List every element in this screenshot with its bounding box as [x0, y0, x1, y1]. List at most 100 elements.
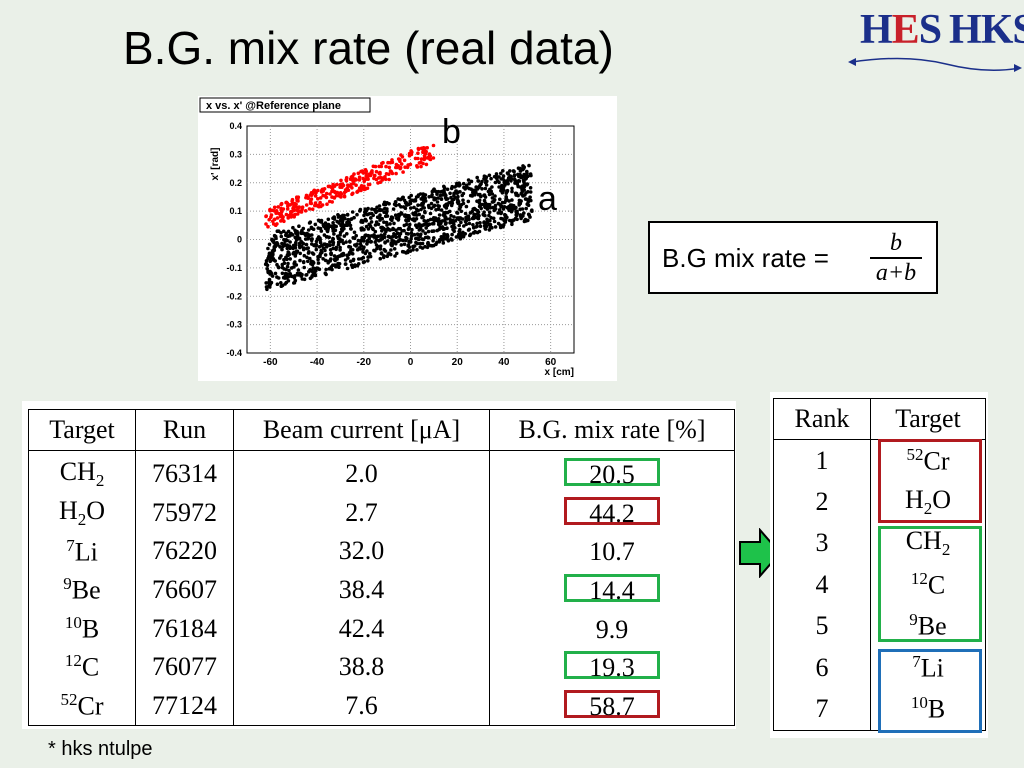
scatter-point [489, 176, 493, 181]
scatter-point [289, 266, 294, 270]
scatter-point [354, 233, 358, 238]
scatter-point [399, 243, 404, 247]
cell-target: 10B [28, 609, 136, 648]
scatter-point [267, 252, 272, 256]
scatter-point [356, 262, 361, 266]
scatter-point [442, 226, 447, 231]
scatter-point [393, 254, 397, 258]
scatter-point [507, 218, 512, 223]
scatter-point [297, 244, 302, 248]
scatter-point [387, 177, 391, 182]
scatter-point [370, 207, 374, 211]
scatter-point [449, 195, 453, 200]
scatter-point [408, 222, 412, 227]
fraction-bar [870, 257, 922, 259]
scatter-point [498, 197, 502, 202]
scatter-point [455, 198, 460, 202]
scatter-point [461, 198, 465, 202]
scatter-point [416, 203, 420, 207]
scatter-point [429, 194, 434, 199]
scatter-point [295, 231, 300, 235]
scatter-point [386, 226, 390, 231]
scatter-point [280, 247, 284, 252]
mix-rate-value: 20.5 [564, 458, 660, 489]
scatter-point [480, 202, 484, 207]
scatter-point [498, 203, 503, 207]
scatter-point [300, 277, 305, 281]
scatter-point [471, 226, 476, 230]
scatter-point [273, 271, 278, 276]
scatter-point [339, 227, 344, 231]
scatter-point [431, 217, 436, 222]
scatter-point [332, 215, 336, 220]
scatter-point [301, 260, 306, 264]
rank-group-green-box [878, 526, 982, 642]
scatter-point [288, 257, 292, 261]
scatter-point [392, 221, 396, 226]
scatter-point [498, 225, 503, 230]
scatter-point [293, 274, 297, 278]
col-header-run: Run [135, 409, 234, 451]
scatter-point [409, 231, 414, 235]
scatter-point [340, 252, 345, 256]
x-tick-label: 20 [452, 357, 464, 368]
scatter-point [325, 202, 329, 206]
logo-arrow-line [848, 57, 1022, 72]
scatter-point [467, 186, 472, 191]
col-header-mix-rate: B.G. mix rate [%] [489, 409, 735, 451]
scatter-point [316, 257, 320, 262]
scatter-point [475, 224, 479, 229]
scatter-point [316, 218, 321, 223]
scatter-point [289, 215, 293, 219]
scatter-point [490, 192, 495, 196]
scatter-point [450, 184, 454, 189]
scatter-point [529, 198, 533, 203]
scatter-point [373, 234, 378, 239]
scatter-point [301, 226, 306, 231]
scatter-point [403, 214, 407, 218]
scatter-point [497, 180, 501, 185]
scatter-point [391, 227, 396, 231]
scatter-point [471, 223, 475, 227]
scatter-point [466, 178, 471, 182]
scatter-point [272, 209, 276, 213]
scatter-point [475, 199, 479, 203]
scatter-point [374, 243, 379, 247]
scatter-point [441, 241, 446, 245]
scatter-point [383, 214, 388, 219]
scatter-point [387, 234, 391, 239]
scatter-point [475, 221, 479, 226]
col-header-target: Target [28, 409, 136, 451]
scatter-point [367, 182, 372, 187]
y-tick-label: 0 [237, 235, 242, 245]
scatter-point [458, 190, 462, 194]
scatter-point [409, 193, 413, 198]
scatter-point [525, 183, 529, 187]
scatter-point [331, 236, 335, 241]
target-symbol: Be [71, 575, 101, 605]
scatter-point [475, 175, 480, 180]
target-symbol: Cr [77, 691, 104, 721]
scatter-point [398, 231, 403, 236]
scatter-point [419, 157, 424, 161]
scatter-point [304, 273, 308, 277]
scatter-point [272, 217, 277, 222]
scatter-point [345, 212, 350, 217]
scatter-point [417, 161, 422, 165]
scatter-point [440, 189, 444, 194]
scatter-point [523, 218, 527, 223]
scatter-point [454, 184, 459, 188]
scatter-point [398, 159, 402, 164]
scatter-point [268, 259, 272, 264]
scatter-point [302, 253, 307, 258]
scatter-point [294, 240, 298, 245]
scatter-point [308, 233, 312, 238]
scatter-point [306, 237, 310, 241]
scatter-point [416, 237, 421, 242]
scatter-point [457, 216, 461, 220]
cell-mix-rate: 44.2 [489, 493, 735, 533]
scatter-point [383, 177, 388, 182]
scatter-point [286, 204, 290, 208]
scatter-point [299, 274, 303, 278]
scatter-point [510, 186, 514, 191]
